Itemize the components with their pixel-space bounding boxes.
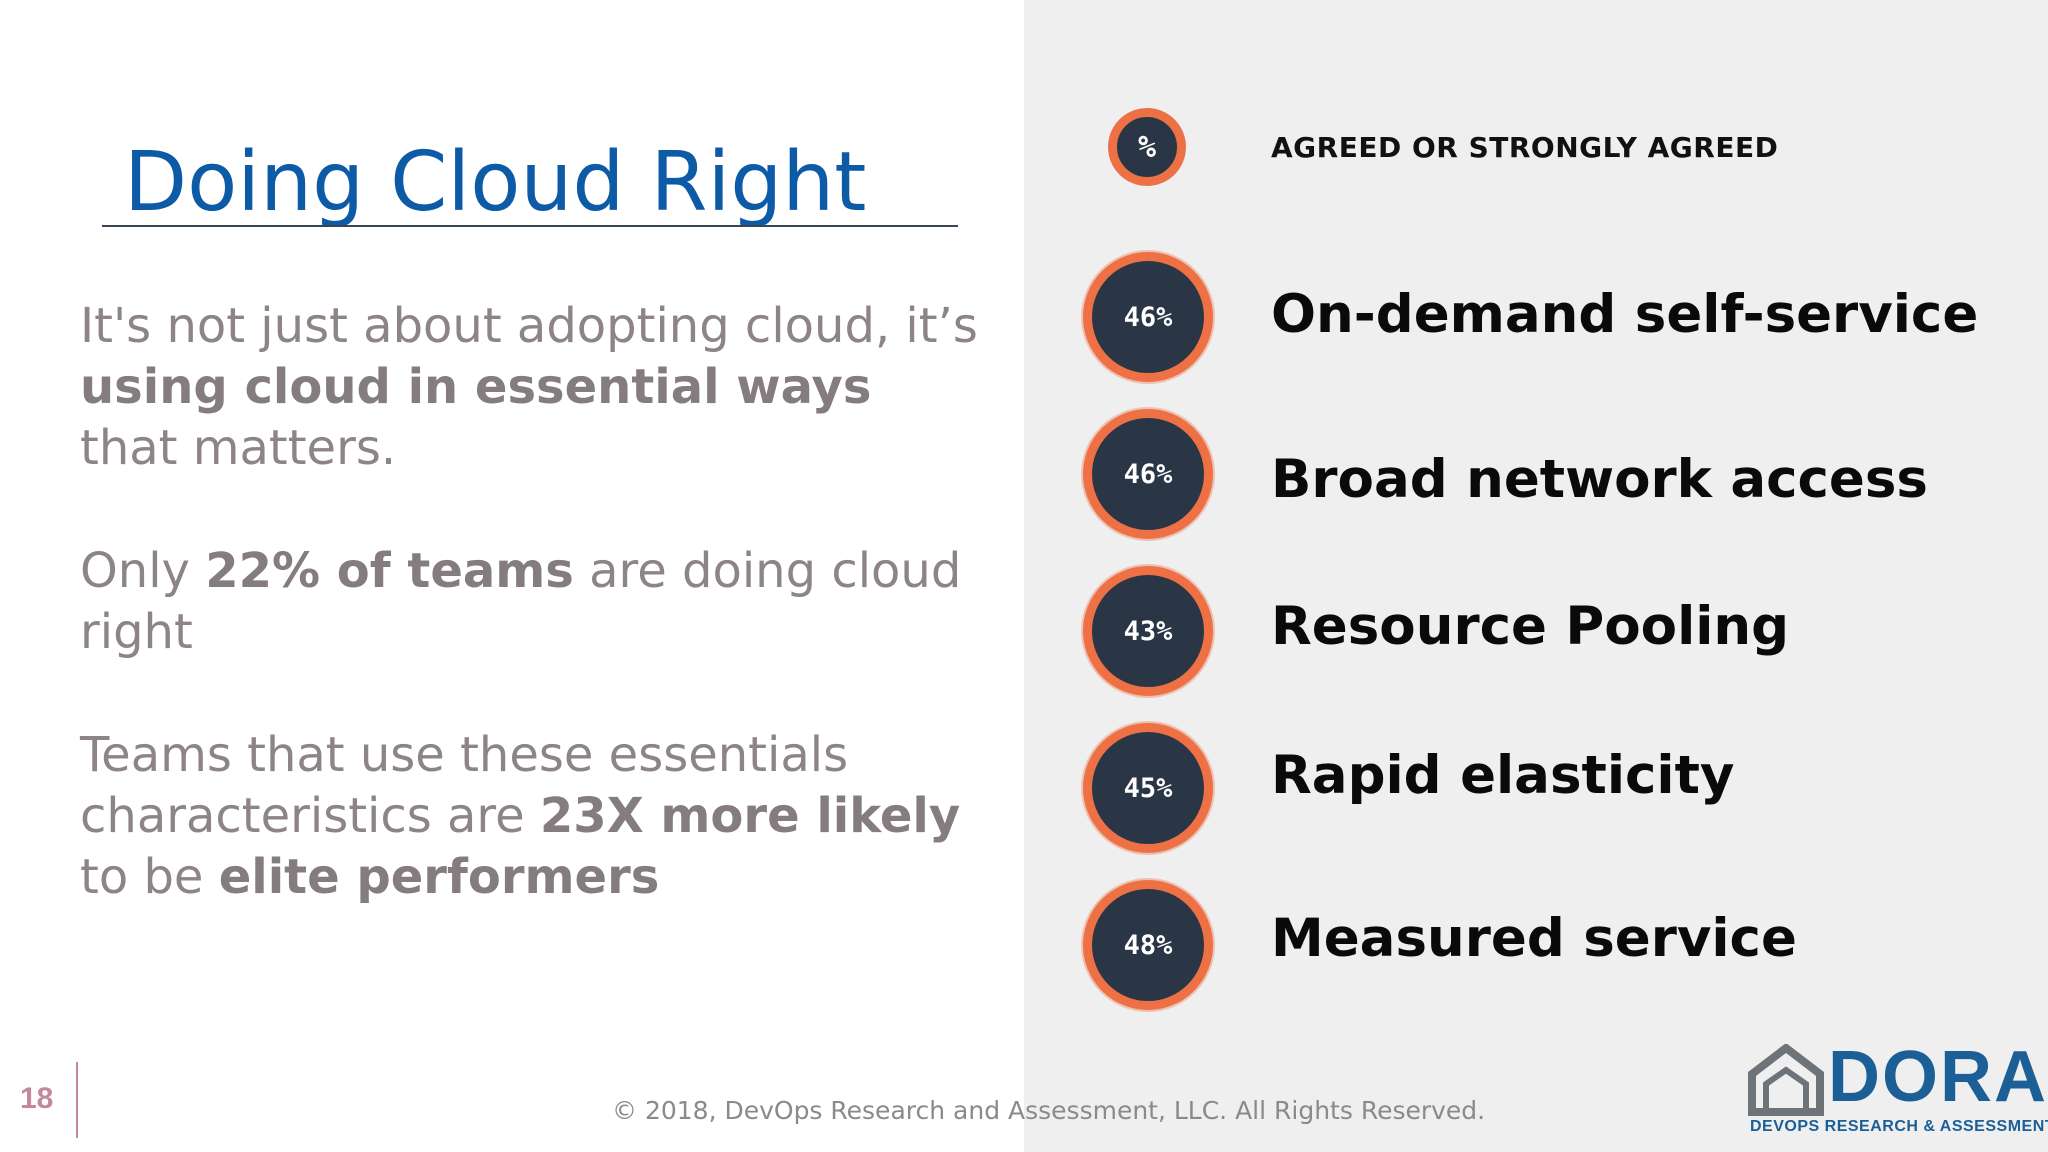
paragraph-text: Teams that use these essentials characte…: [80, 727, 849, 844]
paragraph-elite-performers: Teams that use these essentials characte…: [80, 725, 980, 908]
paragraph-cloud-adoption: It's not just about adopting cloud, it’s…: [80, 296, 980, 479]
stat-label: Broad network access: [1271, 449, 1928, 510]
paragraph-teams-percentage: Only 22% of teams are doing cloud right: [80, 541, 980, 663]
copyright-notice: © 2018, DevOps Research and Assessment, …: [612, 1096, 1486, 1125]
stat-row-measured-service: 48% Measured service: [0, 880, 2048, 1010]
paragraph-text: to be: [80, 849, 219, 905]
stat-row-broad-network: 46% Broad network access: [0, 409, 2048, 539]
logo-wordmark: DORA: [1828, 1037, 2048, 1117]
paragraph-emphasis: elite performers: [218, 849, 660, 905]
paragraph-emphasis: using cloud in essential ways: [80, 359, 872, 415]
stat-row-resource-pooling: 43% Resource Pooling: [0, 566, 2048, 696]
title-underline: [102, 225, 958, 227]
stat-row-on-demand: 46% On-demand self-service: [0, 252, 2048, 382]
logo-subtitle: DEVOPS RESEARCH & ASSESSMENT: [1750, 1118, 2048, 1135]
slide-number-divider: [76, 1062, 78, 1138]
house-logo-icon: [1748, 1044, 1824, 1116]
paragraph-emphasis: 22% of teams: [205, 543, 574, 599]
stat-value-badge: 45%: [1083, 723, 1213, 853]
left-panel: [0, 0, 1024, 1152]
stat-value-badge: 48%: [1083, 880, 1213, 1010]
stat-value-badge: 43%: [1083, 566, 1213, 696]
dora-logo: DORA DEVOPS RESEARCH & ASSESSMENT: [1748, 1037, 2048, 1136]
stat-label: Resource Pooling: [1271, 596, 1790, 657]
paragraph-text: that matters.: [80, 420, 397, 476]
stat-label: On-demand self-service: [1271, 284, 1979, 345]
paragraph-text: Only: [80, 543, 206, 599]
slide-number: 18: [20, 1082, 54, 1115]
legend-label: AGREED OR STRONGLY AGREED: [1271, 131, 1779, 164]
percent-legend-icon: %: [1108, 108, 1186, 186]
stat-label: Rapid elasticity: [1271, 745, 1735, 806]
stat-value-badge: 46%: [1083, 252, 1213, 382]
slide-title: Doing Cloud Right: [124, 135, 867, 230]
paragraph-text: It's not just about adopting cloud, it’s: [80, 298, 978, 354]
paragraph-text: are doing cloud right: [80, 543, 962, 660]
paragraph-emphasis: 23X more likely: [539, 788, 961, 844]
stat-row-rapid-elasticity: 45% Rapid elasticity: [0, 723, 2048, 853]
stat-label: Measured service: [1271, 908, 1797, 969]
stat-value-badge: 46%: [1083, 409, 1213, 539]
